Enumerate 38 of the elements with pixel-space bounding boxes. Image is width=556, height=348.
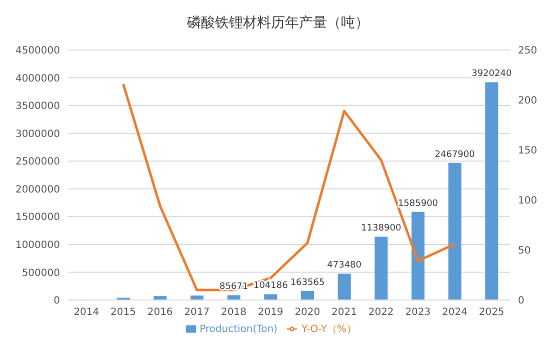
y-tick-label: 3500000 [15,101,60,112]
x-tick-label: 2017 [184,307,210,318]
y-tick-label: 2500000 [15,156,60,168]
y2-tick-label: 50 [518,246,531,257]
x-tick-label: 2016 [147,307,173,318]
y2-tick-label: 0 [518,296,524,307]
y-tick-label: 0 [54,296,60,307]
x-tick-label: 2023 [405,307,431,318]
y-tick-label: 1000000 [15,240,60,251]
x-tick-label: 2015 [110,307,136,318]
legend-label: Production(Ton) [200,324,278,335]
y-tick-label: 4500000 [15,46,60,57]
y-tick-label: 1500000 [15,212,60,224]
data-label: 1585900 [398,198,438,209]
data-label: 1138900 [361,224,402,234]
y2-tick-label: 200 [518,96,538,107]
y2-tick-label: 250 [518,46,538,57]
y2-tick-label: 150 [518,146,538,157]
data-label: 104186 [253,281,288,292]
x-tick-label: 2014 [74,307,100,318]
x-tick-label: 2024 [442,307,468,318]
y-tick-label: 2000000 [15,184,60,196]
y-tick-label: 4000000 [15,73,60,84]
y2-tick-label: 100 [518,196,538,207]
x-tick-label: 2019 [258,307,284,318]
x-tick-label: 2020 [294,307,320,318]
x-tick-label: 2025 [478,307,504,318]
y-tick-label: 500000 [22,268,60,279]
x-tick-label: 2022 [368,307,394,318]
data-label: 163565 [290,278,325,288]
x-tick-label: 2018 [221,307,246,318]
legend-label: Y-O-Y（%） [301,324,356,335]
x-tick-label: 2021 [332,307,357,318]
y-tick-label: 3000000 [15,128,60,140]
data-label: 3920240 [472,69,512,80]
data-label: 2467900 [434,150,476,160]
chart-title: 磷酸铁锂材料历年产量（吨） [186,14,370,33]
data-label: 473480 [327,260,362,271]
